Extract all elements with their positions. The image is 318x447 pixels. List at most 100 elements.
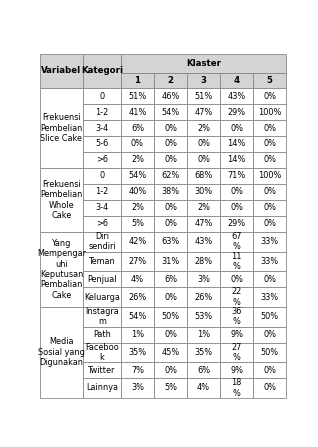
Text: 100%: 100% <box>258 108 281 117</box>
Text: 0%: 0% <box>263 139 276 148</box>
Text: 11
%: 11 % <box>232 252 242 271</box>
Bar <box>83 104 121 120</box>
Bar <box>83 252 121 271</box>
Bar <box>154 168 187 184</box>
Bar <box>154 73 187 88</box>
Bar <box>83 200 121 216</box>
Bar <box>154 378 187 398</box>
Text: Media
Sosial yang
Digunakan: Media Sosial yang Digunakan <box>38 337 85 367</box>
Bar <box>121 287 154 307</box>
Text: 53%: 53% <box>195 312 213 321</box>
Bar <box>154 216 187 232</box>
Bar <box>187 88 220 104</box>
Bar <box>121 252 154 271</box>
Text: 0%: 0% <box>164 123 177 132</box>
Bar <box>154 287 187 307</box>
Text: 6%: 6% <box>197 366 210 375</box>
Bar <box>253 378 286 398</box>
Text: 2%: 2% <box>197 123 210 132</box>
Bar <box>154 200 187 216</box>
Text: 40%: 40% <box>128 187 147 196</box>
Text: Klaster: Klaster <box>186 59 221 68</box>
Bar <box>220 168 253 184</box>
Text: 0%: 0% <box>164 330 177 339</box>
Text: 0%: 0% <box>230 123 243 132</box>
Bar <box>154 362 187 378</box>
Bar <box>154 104 187 120</box>
Bar <box>187 152 220 168</box>
Bar <box>121 326 154 342</box>
Bar <box>220 378 253 398</box>
Text: 50%: 50% <box>162 312 180 321</box>
Bar <box>154 120 187 136</box>
Text: 46%: 46% <box>161 92 180 101</box>
Text: 35%: 35% <box>128 348 147 357</box>
Bar <box>121 307 154 326</box>
Bar <box>154 307 187 326</box>
Text: 3-4: 3-4 <box>95 203 109 212</box>
Text: 27%: 27% <box>128 257 147 266</box>
Bar <box>154 136 187 152</box>
Text: Variabel: Variabel <box>41 66 81 76</box>
Text: 38%: 38% <box>162 187 180 196</box>
Bar <box>220 326 253 342</box>
Text: 18
%: 18 % <box>232 378 242 398</box>
Text: Penjual: Penjual <box>87 275 117 284</box>
Text: Path: Path <box>93 330 111 339</box>
Text: 0%: 0% <box>230 187 243 196</box>
Text: 29%: 29% <box>228 108 246 117</box>
Text: 0%: 0% <box>164 366 177 375</box>
Bar <box>220 216 253 232</box>
Text: 1-2: 1-2 <box>95 108 109 117</box>
Text: 4%: 4% <box>131 275 144 284</box>
Bar <box>220 136 253 152</box>
Text: 51%: 51% <box>195 92 213 101</box>
Text: 43%: 43% <box>227 92 246 101</box>
Bar <box>83 184 121 200</box>
Bar <box>187 252 220 271</box>
Bar <box>83 232 121 252</box>
Text: 50%: 50% <box>261 348 279 357</box>
Bar <box>220 184 253 200</box>
Text: 6%: 6% <box>164 275 177 284</box>
Text: 42%: 42% <box>128 237 147 246</box>
Text: 36
%: 36 % <box>232 307 242 326</box>
Text: 33%: 33% <box>261 237 279 246</box>
Text: 0%: 0% <box>164 156 177 164</box>
Text: 0%: 0% <box>263 275 276 284</box>
Text: 29%: 29% <box>228 219 246 228</box>
Bar <box>220 120 253 136</box>
Text: 62%: 62% <box>162 172 180 181</box>
Bar <box>83 342 121 362</box>
Bar <box>83 152 121 168</box>
Text: 0%: 0% <box>263 123 276 132</box>
Bar <box>121 200 154 216</box>
Bar <box>83 136 121 152</box>
Bar <box>187 184 220 200</box>
Bar <box>253 136 286 152</box>
Text: 54%: 54% <box>162 108 180 117</box>
Bar <box>187 136 220 152</box>
Bar <box>83 326 121 342</box>
Text: >6: >6 <box>96 156 108 164</box>
Bar <box>154 271 187 287</box>
Bar <box>253 184 286 200</box>
Bar <box>253 104 286 120</box>
Text: 0%: 0% <box>263 219 276 228</box>
Text: 0%: 0% <box>263 330 276 339</box>
Text: 51%: 51% <box>128 92 147 101</box>
Text: 100%: 100% <box>258 172 281 181</box>
Text: 0%: 0% <box>263 92 276 101</box>
Text: 0%: 0% <box>263 384 276 392</box>
Bar <box>187 120 220 136</box>
Bar <box>121 362 154 378</box>
Text: 45%: 45% <box>162 348 180 357</box>
Text: 3: 3 <box>201 76 207 85</box>
Text: 1-2: 1-2 <box>95 187 109 196</box>
Text: 0%: 0% <box>230 275 243 284</box>
Text: 28%: 28% <box>195 257 213 266</box>
Text: 54%: 54% <box>128 312 147 321</box>
Text: 0%: 0% <box>263 366 276 375</box>
Text: Lainnya: Lainnya <box>86 384 118 392</box>
Bar <box>121 54 286 73</box>
